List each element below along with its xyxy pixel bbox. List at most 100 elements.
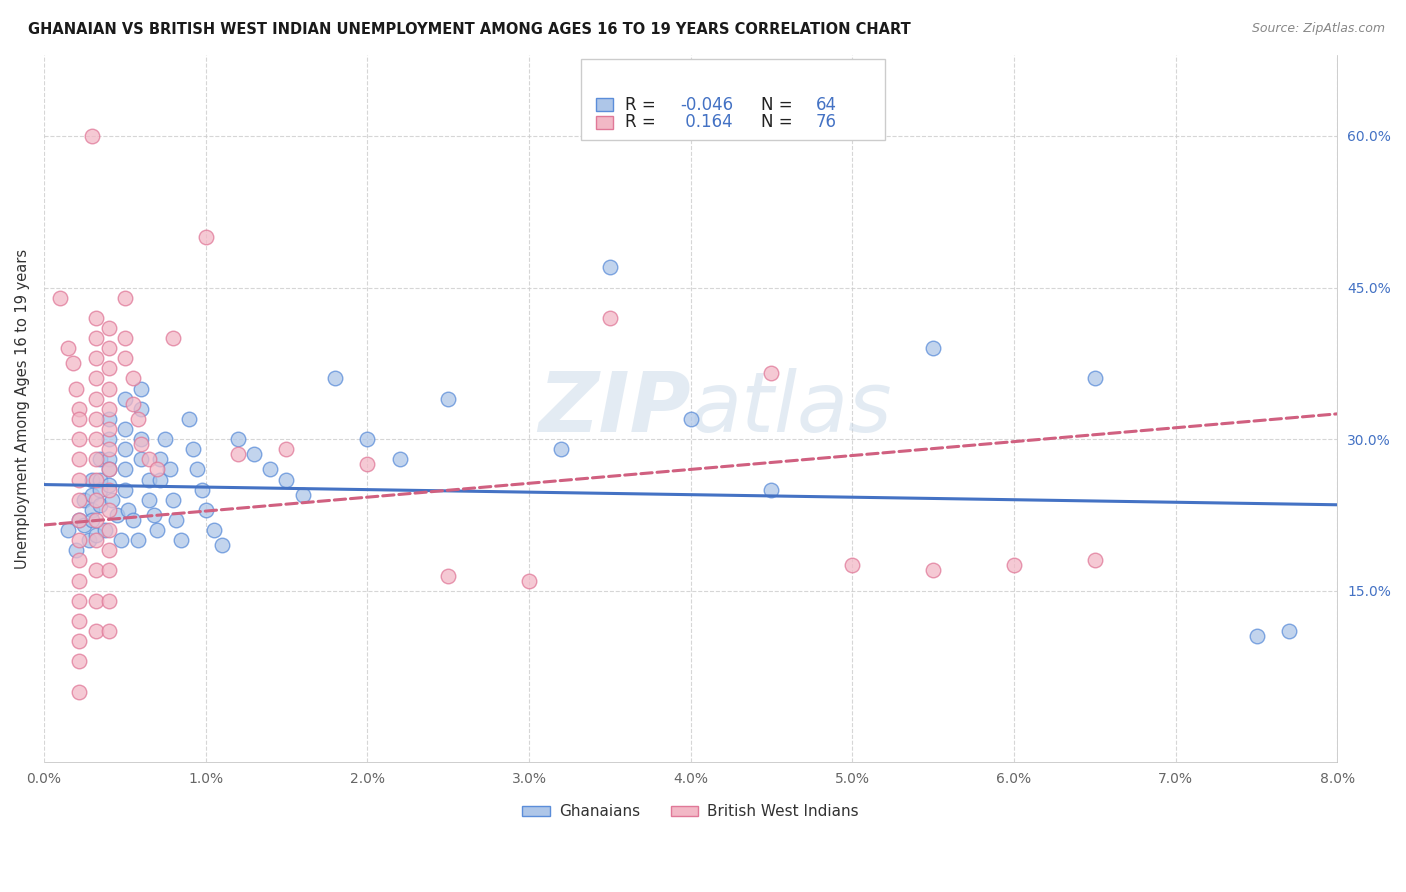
Ghanaians	[114, 392, 136, 406]
Ghanaians	[114, 462, 136, 476]
British West Indians	[97, 422, 120, 436]
Ghanaians	[114, 442, 136, 457]
Ghanaians	[89, 498, 111, 512]
Ghanaians	[73, 492, 96, 507]
British West Indians	[127, 412, 149, 426]
Ghanaians	[89, 452, 111, 467]
Ghanaians	[73, 518, 96, 533]
Ghanaians	[94, 523, 117, 537]
Ghanaians	[761, 483, 783, 497]
British West Indians	[97, 483, 120, 497]
Ghanaians	[56, 523, 79, 537]
British West Indians	[1002, 558, 1025, 573]
British West Indians	[69, 533, 91, 548]
British West Indians	[97, 543, 120, 558]
British West Indians	[97, 442, 120, 457]
British West Indians	[69, 574, 91, 588]
Ghanaians	[166, 513, 188, 527]
Ghanaians	[105, 508, 128, 522]
British West Indians	[84, 351, 107, 366]
British West Indians	[1084, 553, 1107, 567]
Ghanaians	[162, 492, 184, 507]
British West Indians	[97, 361, 120, 376]
Ghanaians	[129, 382, 152, 396]
Text: GHANAIAN VS BRITISH WEST INDIAN UNEMPLOYMENT AMONG AGES 16 TO 19 YEARS CORRELATI: GHANAIAN VS BRITISH WEST INDIAN UNEMPLOY…	[28, 22, 911, 37]
Ghanaians	[1246, 629, 1268, 643]
British West Indians	[84, 412, 107, 426]
British West Indians	[84, 533, 107, 548]
Text: ZIP: ZIP	[538, 368, 690, 450]
FancyBboxPatch shape	[581, 59, 884, 140]
Ghanaians	[149, 452, 172, 467]
Ghanaians	[276, 473, 298, 487]
Ghanaians	[1278, 624, 1301, 638]
Ghanaians	[82, 503, 104, 517]
Ghanaians	[179, 412, 201, 426]
Ghanaians	[142, 508, 165, 522]
Ghanaians	[65, 543, 87, 558]
British West Indians	[69, 452, 91, 467]
British West Indians	[84, 371, 107, 385]
British West Indians	[69, 553, 91, 567]
Text: R =: R =	[626, 95, 661, 113]
British West Indians	[84, 432, 107, 446]
British West Indians	[56, 341, 79, 355]
British West Indians	[84, 392, 107, 406]
British West Indians	[97, 503, 120, 517]
Ghanaians	[323, 371, 346, 385]
British West Indians	[517, 574, 540, 588]
British West Indians	[69, 401, 91, 416]
British West Indians	[84, 452, 107, 467]
Bar	[596, 116, 613, 128]
British West Indians	[97, 523, 120, 537]
Legend: Ghanaians, British West Indians: Ghanaians, British West Indians	[516, 798, 865, 825]
Ghanaians	[69, 513, 91, 527]
Ghanaians	[922, 341, 945, 355]
Ghanaians	[82, 488, 104, 502]
Ghanaians	[82, 513, 104, 527]
Ghanaians	[159, 462, 181, 476]
Ghanaians	[356, 432, 378, 446]
British West Indians	[226, 447, 249, 461]
British West Indians	[121, 371, 143, 385]
British West Indians	[62, 356, 84, 370]
Text: N =: N =	[761, 95, 799, 113]
Ghanaians	[127, 533, 149, 548]
British West Indians	[69, 654, 91, 668]
Ghanaians	[97, 477, 120, 491]
Ghanaians	[243, 447, 266, 461]
British West Indians	[69, 473, 91, 487]
Ghanaians	[97, 452, 120, 467]
Ghanaians	[181, 442, 204, 457]
Ghanaians	[114, 422, 136, 436]
Ghanaians	[84, 528, 107, 542]
British West Indians	[69, 492, 91, 507]
Ghanaians	[97, 462, 120, 476]
Ghanaians	[138, 473, 160, 487]
British West Indians	[138, 452, 160, 467]
Ghanaians	[599, 260, 621, 275]
Ghanaians	[1084, 371, 1107, 385]
Ghanaians	[129, 452, 152, 467]
British West Indians	[356, 458, 378, 472]
Ghanaians	[679, 412, 702, 426]
Ghanaians	[110, 533, 132, 548]
British West Indians	[761, 367, 783, 381]
Text: N =: N =	[761, 113, 799, 131]
British West Indians	[97, 401, 120, 416]
Ghanaians	[226, 432, 249, 446]
Text: 64: 64	[815, 95, 837, 113]
Ghanaians	[117, 503, 139, 517]
Ghanaians	[194, 503, 217, 517]
British West Indians	[84, 473, 107, 487]
British West Indians	[82, 128, 104, 143]
British West Indians	[84, 513, 107, 527]
British West Indians	[97, 594, 120, 608]
Ghanaians	[211, 538, 233, 552]
British West Indians	[65, 382, 87, 396]
British West Indians	[276, 442, 298, 457]
Text: -0.046: -0.046	[679, 95, 733, 113]
Text: atlas: atlas	[690, 368, 893, 450]
Ghanaians	[89, 473, 111, 487]
Ghanaians	[550, 442, 572, 457]
